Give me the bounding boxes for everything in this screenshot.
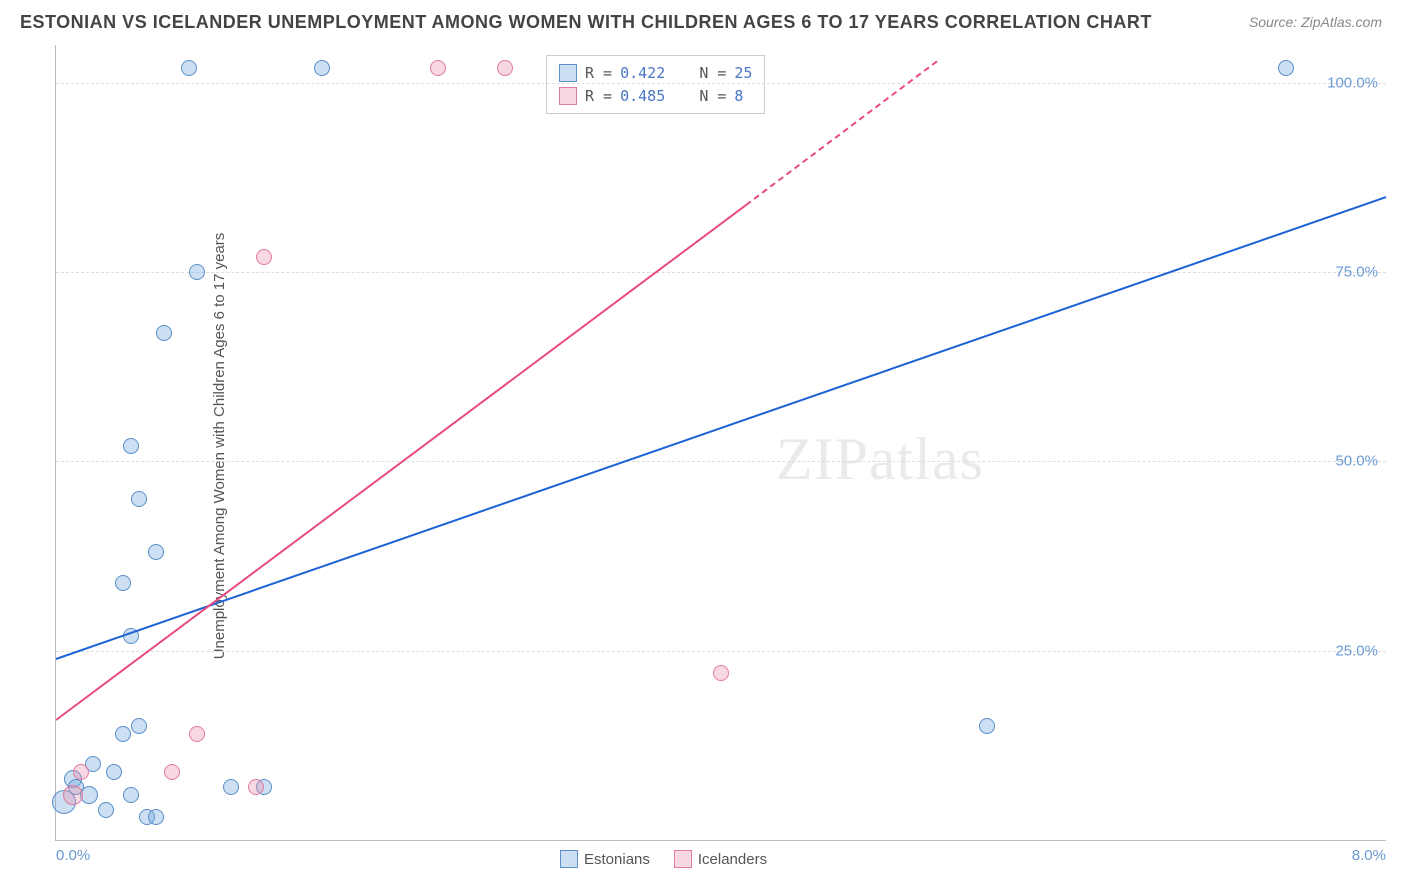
scatter-point bbox=[123, 438, 139, 454]
series-legend: Estonians Icelanders bbox=[560, 850, 767, 868]
legend-swatch bbox=[674, 850, 692, 868]
gridline-h bbox=[56, 83, 1386, 84]
legend-swatch bbox=[559, 64, 577, 82]
scatter-point bbox=[248, 779, 264, 795]
scatter-point bbox=[148, 809, 164, 825]
scatter-point bbox=[106, 764, 122, 780]
scatter-point bbox=[430, 60, 446, 76]
scatter-point bbox=[189, 726, 205, 742]
y-tick-label: 50.0% bbox=[1335, 453, 1378, 470]
y-tick-label: 100.0% bbox=[1327, 74, 1378, 91]
scatter-point bbox=[181, 60, 197, 76]
scatter-plot-area: ZIPatlas R = 0.422 N = 25 R = 0.485 N = 8 25… bbox=[55, 45, 1386, 841]
stats-n-label: N = bbox=[699, 62, 726, 85]
chart-title: ESTONIAN VS ICELANDER UNEMPLOYMENT AMONG… bbox=[20, 12, 1152, 33]
legend-swatch bbox=[559, 87, 577, 105]
x-tick-label: 8.0% bbox=[1352, 847, 1386, 864]
stats-r-value: 0.485 bbox=[620, 85, 665, 108]
correlation-stats-box: R = 0.422 N = 25 R = 0.485 N = 8 bbox=[546, 55, 765, 114]
scatter-point bbox=[131, 718, 147, 734]
scatter-point bbox=[156, 325, 172, 341]
scatter-point bbox=[98, 802, 114, 818]
scatter-point bbox=[63, 785, 83, 805]
scatter-point bbox=[497, 60, 513, 76]
scatter-point bbox=[131, 491, 147, 507]
legend-label: Icelanders bbox=[698, 851, 767, 868]
stats-r-label: R = bbox=[585, 62, 612, 85]
trend-line bbox=[56, 196, 1387, 660]
scatter-point bbox=[189, 264, 205, 280]
x-tick-label: 0.0% bbox=[56, 847, 90, 864]
scatter-point bbox=[115, 726, 131, 742]
stats-r-value: 0.422 bbox=[620, 62, 665, 85]
scatter-point bbox=[1278, 60, 1294, 76]
source-attribution: Source: ZipAtlas.com bbox=[1249, 14, 1382, 30]
stats-row: R = 0.485 N = 8 bbox=[559, 85, 752, 108]
scatter-point bbox=[123, 787, 139, 803]
gridline-h bbox=[56, 461, 1386, 462]
scatter-point bbox=[164, 764, 180, 780]
stats-r-label: R = bbox=[585, 85, 612, 108]
scatter-point bbox=[223, 779, 239, 795]
scatter-point bbox=[979, 718, 995, 734]
legend-item: Estonians bbox=[560, 850, 650, 868]
scatter-point bbox=[115, 575, 131, 591]
y-tick-label: 25.0% bbox=[1335, 642, 1378, 659]
scatter-point bbox=[73, 764, 89, 780]
legend-item: Icelanders bbox=[674, 850, 767, 868]
stats-n-label: N = bbox=[699, 85, 726, 108]
stats-row: R = 0.422 N = 25 bbox=[559, 62, 752, 85]
gridline-h bbox=[56, 272, 1386, 273]
y-tick-label: 75.0% bbox=[1335, 264, 1378, 281]
gridline-h bbox=[56, 651, 1386, 652]
legend-swatch bbox=[560, 850, 578, 868]
scatter-point bbox=[713, 665, 729, 681]
scatter-point bbox=[256, 249, 272, 265]
scatter-point bbox=[314, 60, 330, 76]
legend-label: Estonians bbox=[584, 851, 650, 868]
watermark-text: ZIPatlas bbox=[776, 425, 984, 494]
scatter-point bbox=[80, 786, 98, 804]
stats-n-value: 25 bbox=[734, 62, 752, 85]
stats-n-value: 8 bbox=[734, 85, 743, 108]
scatter-point bbox=[148, 544, 164, 560]
